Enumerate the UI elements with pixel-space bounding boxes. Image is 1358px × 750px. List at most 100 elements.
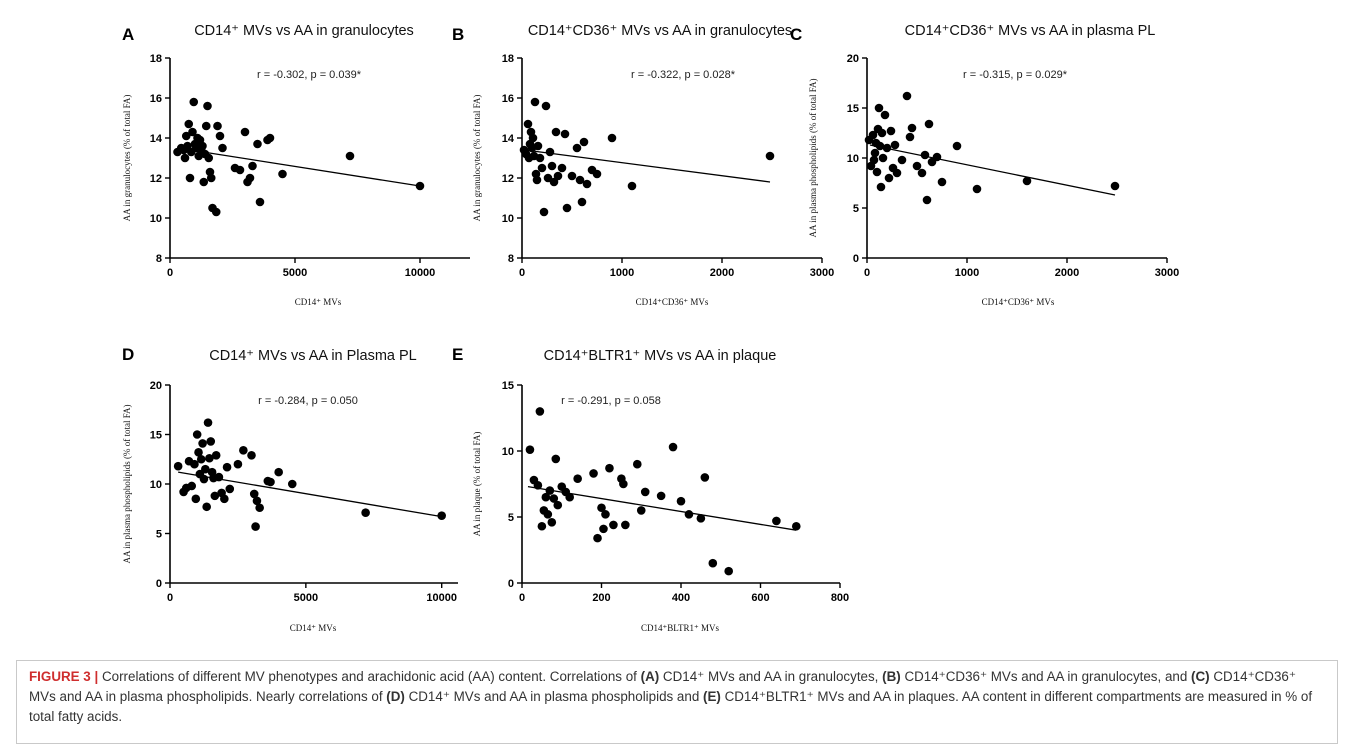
panel-d-data-point — [201, 464, 210, 474]
panel-a-y-tick-label: 10 — [150, 213, 162, 225]
panel-d-data-point — [239, 446, 248, 455]
panel-a-data-point — [345, 151, 355, 161]
panel-b-y-tick-label: 14 — [502, 133, 515, 145]
panel-a-data-point — [245, 173, 255, 183]
panel-c-data-point — [882, 143, 892, 153]
panel-a-data-point — [185, 173, 195, 183]
panel-e-x-tick-label: 600 — [751, 592, 769, 604]
panel-b-data-point — [560, 129, 570, 139]
panel-e-data-point — [609, 520, 618, 530]
panel-b-letter: B — [452, 25, 464, 44]
panel-d-data-point — [192, 430, 202, 439]
panel-c-data-point — [902, 91, 912, 101]
panel-b-y-tick-label: 10 — [502, 213, 514, 225]
panel-d-correlation-annotation: r = -0.284, p = 0.050 — [258, 395, 358, 407]
panel-e-data-point — [537, 521, 547, 531]
caption-ref-c: (C) — [1191, 669, 1210, 684]
panel-a-data-point — [198, 141, 207, 151]
panel-a-x-tick-label: 10000 — [405, 267, 436, 279]
caption-text-e: CD14⁺BLTR1⁺ MVs and AA in plaques. AA co… — [29, 689, 1313, 724]
panel-e-y-tick-label: 15 — [502, 380, 514, 392]
panel-e-data-point — [621, 520, 630, 530]
panel-a-data-point — [199, 177, 209, 187]
panel-a-x-tick-label: 0 — [167, 267, 173, 279]
caption-text-c: CD14⁺CD36⁺ MVs and AA in plasma phosphol… — [29, 669, 1296, 704]
panel-a-y-tick-label: 12 — [150, 173, 162, 185]
caption-ref-b: (B) — [882, 669, 901, 684]
figure-canvas: A CD14⁺ MVs vs AA in granulocytes r = -0.3… — [122, 23, 1179, 633]
panel-d-data-point — [190, 459, 199, 469]
panel-d-data-point — [249, 489, 259, 499]
panel-d-data-point — [251, 522, 260, 531]
panel-a-letter: A — [122, 25, 134, 44]
panel-b-data-point — [537, 163, 547, 173]
panel-d-title: CD14⁺ MVs vs AA in Plasma PL — [209, 348, 417, 364]
panel-e-data-point — [605, 463, 614, 473]
panel-a-correlation-annotation: r = -0.302, p = 0.039* — [257, 69, 362, 81]
panel-d-data-point — [287, 479, 297, 489]
panel-b-x-tick-label: 0 — [519, 267, 525, 279]
panel-c-data-point — [920, 150, 930, 160]
panel-e-data-point — [708, 558, 718, 568]
panel-e-x-axis-label: CD14⁺BLTR1⁺ MVs — [641, 623, 719, 633]
caption-label: FIGURE 3 | — [29, 669, 99, 684]
panel-a-data-point — [213, 121, 222, 131]
panel-b-y-tick-label: 8 — [508, 253, 514, 265]
panel-b-data-point — [562, 203, 572, 213]
panel-d-data-point — [233, 459, 243, 469]
panel-c-data-point — [917, 168, 927, 178]
panel-b-data-point — [572, 143, 582, 153]
panel-c-data-point — [872, 167, 882, 177]
panel-e-data-point — [553, 500, 563, 510]
panel-c-x-tick-label: 2000 — [1055, 267, 1079, 279]
panel-c-x-tick-label: 1000 — [955, 267, 979, 279]
panel-a-data-point — [201, 121, 211, 131]
panel-c-y-tick-label: 0 — [853, 253, 859, 265]
panel-a-data-point — [235, 165, 245, 175]
panel-e-data-point — [619, 479, 628, 489]
panel-e-data-point — [541, 492, 551, 502]
panel-b-data-point — [541, 101, 551, 111]
panel-a-data-point — [248, 161, 257, 171]
panel-c-data-point — [912, 161, 922, 171]
panel-b-data-point — [577, 197, 587, 207]
panel-d-data-point — [206, 437, 216, 446]
panel-d-data-point — [210, 491, 220, 501]
panel-d-data-point — [191, 494, 201, 504]
panel-c-data-point — [878, 153, 888, 163]
caption-ref-a: (A) — [640, 669, 660, 684]
panel-c-x-tick-label: 3000 — [1155, 267, 1179, 279]
panel-d-x-tick-label: 10000 — [426, 592, 457, 604]
panel-c-y-tick-label: 20 — [847, 53, 859, 65]
panel-b-data-point — [535, 153, 545, 163]
panel-a-data-point — [181, 131, 191, 141]
panel-c-y-tick-label: 15 — [847, 103, 859, 115]
panel-e-data-point — [656, 491, 666, 501]
panel-b-x-axis-label: CD14⁺CD36⁺ MVs — [636, 297, 709, 307]
panel-a-data-point — [206, 173, 216, 183]
panel-e-data-point — [668, 442, 678, 452]
panel-b-data-point — [551, 127, 561, 137]
panel-e-data-point — [525, 445, 535, 454]
panel-e-x-tick-label: 200 — [592, 592, 610, 604]
panel-c-data-point — [892, 168, 902, 178]
panel-a-y-tick-label: 14 — [150, 133, 163, 145]
panel-e-data-point — [545, 486, 555, 495]
panel-e-correlation-annotation: r = -0.291, p = 0.058 — [561, 395, 661, 407]
figure-caption: FIGURE 3 | Correlations of different MV … — [16, 660, 1338, 744]
panel-b-data-point — [528, 133, 538, 143]
panel-d-data-point — [205, 453, 214, 463]
panel-b-data-point — [627, 181, 637, 191]
panel-d-y-tick-label: 0 — [156, 578, 162, 590]
panel-d-data-point — [225, 484, 235, 494]
caption-ref-d: (D) — [386, 689, 405, 704]
panel-d-data-point — [222, 462, 232, 472]
panel-c-data-point — [937, 177, 947, 187]
panel-d-data-point — [252, 496, 262, 506]
caption-ref-e: (E) — [703, 689, 721, 704]
panel-d-y-tick-label: 5 — [156, 529, 162, 541]
panel-e-y-tick-label: 10 — [502, 446, 514, 458]
panel-b-data-point — [567, 171, 577, 181]
panel-e-y-tick-label: 0 — [508, 578, 514, 590]
panel-d-data-point — [187, 481, 197, 491]
